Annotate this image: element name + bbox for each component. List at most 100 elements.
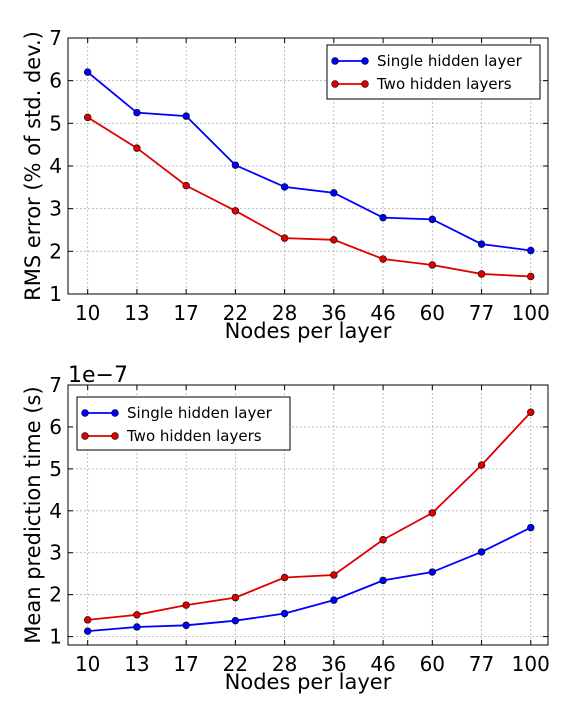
data-point [231,207,240,215]
data-point [133,108,141,117]
legend-box [76,396,291,451]
data-point [182,181,190,190]
data-point [280,234,289,242]
x-axis-label: Nodes per layer [225,670,392,694]
data-point [428,261,437,269]
data-point [280,573,289,582]
y-offset-label: 1e−7 [68,363,128,388]
y-tick-label: 5 [49,457,62,481]
x-tick-label: 13 [124,652,149,676]
y-axis-label: Mean prediction time (s) [21,386,45,643]
data-point [428,509,437,517]
data-point [428,215,437,224]
plot-frame [67,384,549,646]
x-tick-label: 28 [272,301,297,325]
data-point [330,189,338,197]
data-point [379,536,387,544]
data-point [527,246,535,255]
x-tick-label: 10 [75,652,100,676]
data-point [379,213,387,222]
data-point [231,593,240,602]
y-tick-label: 4 [49,499,62,523]
data-point [182,112,190,120]
x-tick-label: 36 [321,301,346,325]
data-point [280,183,289,191]
x-tick-label: 22 [223,301,248,325]
x-tick-label: 13 [124,301,149,325]
data-point [133,144,141,152]
legend-marker [111,432,119,440]
data-point [527,523,535,532]
data-point [428,568,437,576]
x-tick-label: 28 [272,652,297,676]
y-tick-label: 2 [49,583,62,607]
y-axis-label: RMS error (% of std. dev.) [21,31,45,301]
legend-box [326,44,541,100]
series-line [87,411,532,621]
x-tick-label: 77 [469,652,494,676]
data-point [477,240,486,248]
data-point [330,571,338,579]
data-point [231,161,240,169]
data-point [527,272,535,281]
data-point [330,236,338,244]
y-tick-label: 7 [49,26,62,50]
data-point [133,611,141,619]
data-point [182,621,190,629]
legend-marker [81,409,89,417]
chart-prediction-time: 10 13 17 22 28 36 46 60 77 100 1 2 3 4 5 6 7 Single hidde… [21,363,550,694]
series-line [87,71,531,252]
x-tick-label: 46 [370,301,395,325]
legend-marker [331,80,339,88]
data-point [280,609,289,618]
legend-label: Single hidden layer [377,52,523,70]
legend-marker [331,57,339,65]
data-point [231,616,240,625]
data-point [477,270,486,278]
plot-frame [67,37,549,295]
y-tick-label: 3 [49,541,62,565]
legend-label: Two hidden layers [376,75,512,93]
series-line [87,526,532,633]
data-point [379,255,387,263]
legend-marker [81,432,89,440]
data-point [182,601,190,609]
data-point [527,408,535,416]
legend-label: Two hidden layers [126,427,262,445]
data-point [83,627,92,635]
y-tick-label: 6 [49,69,62,93]
data-point [133,623,141,631]
data-point [83,616,92,624]
y-tick-label: 3 [49,197,62,221]
x-tick-label: 10 [75,301,100,325]
data-point [477,548,486,556]
x-tick-label: 22 [223,652,248,676]
x-tick-label: 100 [512,301,550,325]
x-tick-label: 60 [420,652,445,676]
series-line [87,116,531,278]
x-tick-label: 17 [173,301,198,325]
data-point [379,576,387,585]
y-tick-label: 1 [49,625,62,649]
x-tick-label: 46 [370,652,395,676]
legend: Single hidden layer Two hidden layers [76,396,291,451]
y-tick-label: 2 [49,239,62,263]
legend-marker [111,409,119,417]
y-tick-label: 5 [49,111,62,135]
data-point [83,68,92,76]
x-tick-label: 60 [420,301,445,325]
y-tick-label: 1 [49,282,62,306]
y-tick-label: 4 [49,154,62,178]
x-tick-label: 17 [173,652,198,676]
x-axis-label: Nodes per layer [225,319,392,343]
data-point [477,461,486,469]
x-tick-label: 77 [469,301,494,325]
legend-marker [361,80,369,88]
data-point [83,113,92,122]
y-tick-label: 7 [49,373,62,397]
y-tick-label: 6 [49,415,62,439]
legend: Single hidden layer Two hidden layers [326,44,541,100]
legend-marker [361,57,369,65]
data-point [330,596,338,604]
